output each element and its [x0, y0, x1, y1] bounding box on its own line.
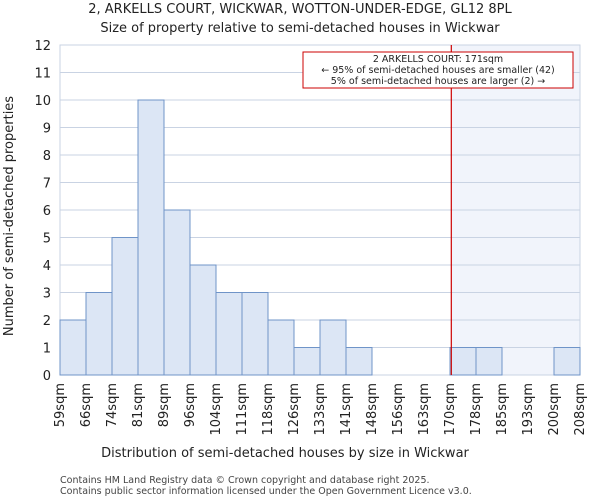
y-tick-label: 0 — [43, 369, 51, 384]
x-tick-label: 89sqm — [157, 383, 172, 427]
x-tick-label: 208sqm — [573, 383, 588, 436]
annotation-line: ← 95% of semi-detached houses are smalle… — [321, 65, 555, 76]
x-tick-label: 148sqm — [365, 383, 380, 436]
x-tick-label: 141sqm — [339, 383, 354, 436]
chart-title-line2: Size of property relative to semi-detach… — [100, 21, 500, 36]
marker-group: 2 ARKELLS COURT: 171sqm← 95% of semi-det… — [302, 45, 574, 375]
histogram-bar — [215, 292, 243, 376]
x-tick-label: 185sqm — [495, 383, 510, 436]
footer-line2: Contains public sector information licen… — [60, 486, 472, 497]
x-tick-label: 81sqm — [131, 383, 146, 427]
x-tick-label: 163sqm — [417, 383, 432, 436]
x-axis-ticks: 59sqm 66sqm 74sqm 81sqm 89sqm 96sqm 104sqm 111s… — [53, 383, 588, 436]
x-tick-label: 111sqm — [235, 383, 250, 436]
x-tick-label: 170sqm — [443, 383, 458, 436]
y-tick-label: 3 — [43, 287, 51, 302]
histogram-bar — [59, 319, 87, 376]
histogram-bar — [241, 292, 269, 376]
histogram-bar — [85, 292, 113, 376]
chart-title-line1: 2, ARKELLS COURT, WICKWAR, WOTTON-UNDER-… — [88, 2, 512, 17]
x-tick-label: 66sqm — [79, 383, 94, 427]
histogram-bar — [111, 237, 139, 376]
histogram-bar — [319, 319, 347, 376]
histogram-bar — [189, 264, 217, 376]
histogram-bar — [449, 347, 477, 376]
histogram-bar — [163, 209, 191, 376]
x-tick-label: 104sqm — [209, 383, 224, 436]
y-tick-label: 11 — [34, 67, 51, 82]
histogram-bar — [475, 347, 503, 376]
histogram-bar — [345, 347, 373, 376]
histogram-bar — [267, 319, 295, 376]
x-tick-label: 178sqm — [469, 383, 484, 436]
x-tick-label: 118sqm — [261, 383, 276, 436]
y-tick-label: 5 — [43, 232, 51, 247]
x-tick-label: 133sqm — [313, 383, 328, 436]
y-tick-label: 8 — [43, 149, 51, 164]
annotation-line: 2 ARKELLS COURT: 171sqm — [373, 54, 503, 65]
x-tick-label: 59sqm — [53, 383, 68, 427]
y-tick-label: 7 — [43, 177, 51, 192]
y-tick-label: 12 — [34, 39, 51, 54]
y-tick-label: 1 — [43, 342, 51, 357]
histogram-bar — [293, 347, 321, 376]
x-tick-label: 74sqm — [105, 383, 120, 427]
x-axis-label: Distribution of semi-detached houses by … — [101, 446, 469, 461]
y-tick-label: 6 — [43, 204, 51, 219]
y-axis-label: Number of semi-detached properties — [2, 96, 17, 336]
x-tick-label: 200sqm — [547, 383, 562, 436]
x-tick-label: 193sqm — [521, 383, 536, 436]
annotation-box — [302, 51, 574, 89]
y-tick-label: 4 — [43, 259, 51, 274]
footer-line1: Contains HM Land Registry data © Crown c… — [60, 475, 430, 486]
y-tick-label: 2 — [43, 314, 51, 329]
y-tick-label: 10 — [34, 94, 51, 109]
histogram-bar — [137, 99, 165, 376]
y-tick-label: 9 — [43, 122, 51, 137]
x-tick-label: 156sqm — [391, 383, 406, 436]
annotation-line: 5% of semi-detached houses are larger (2… — [331, 76, 545, 87]
x-tick-label: 126sqm — [287, 383, 302, 436]
bars-group — [59, 99, 581, 376]
x-tick-label: 96sqm — [183, 383, 198, 427]
histogram-bar — [553, 347, 581, 376]
